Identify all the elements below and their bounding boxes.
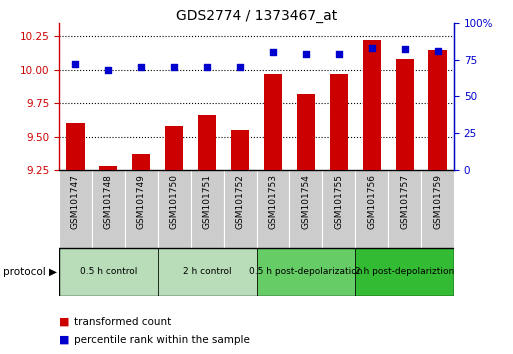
Text: protocol ▶: protocol ▶ — [3, 267, 56, 277]
Bar — [125, 170, 158, 248]
Point — [368, 45, 376, 51]
Text: GSM101754: GSM101754 — [301, 174, 310, 229]
Point — [203, 64, 211, 70]
Text: GSM101748: GSM101748 — [104, 174, 113, 229]
Bar — [158, 170, 191, 248]
Bar — [355, 248, 454, 296]
Text: GSM101752: GSM101752 — [235, 174, 245, 229]
Bar — [132, 154, 150, 170]
Text: ■: ■ — [59, 335, 69, 345]
Text: GSM101756: GSM101756 — [367, 174, 376, 229]
Text: GSM101755: GSM101755 — [334, 174, 343, 229]
Point — [302, 51, 310, 57]
Bar — [289, 170, 322, 248]
Point — [236, 64, 244, 70]
Bar — [256, 248, 355, 296]
Text: GSM101753: GSM101753 — [268, 174, 278, 229]
Bar — [297, 94, 315, 170]
Point — [71, 61, 80, 67]
Text: ■: ■ — [59, 317, 69, 327]
Bar — [428, 50, 447, 170]
Point — [401, 47, 409, 52]
Text: GSM101750: GSM101750 — [170, 174, 179, 229]
Bar — [66, 123, 85, 170]
Text: transformed count: transformed count — [74, 317, 172, 327]
Text: GSM101751: GSM101751 — [203, 174, 212, 229]
Bar — [363, 40, 381, 170]
Point — [269, 50, 277, 55]
Text: percentile rank within the sample: percentile rank within the sample — [74, 335, 250, 345]
Bar — [322, 170, 355, 248]
Text: GSM101759: GSM101759 — [433, 174, 442, 229]
Bar — [388, 170, 421, 248]
Bar — [264, 74, 282, 170]
Text: 0.5 h control: 0.5 h control — [80, 267, 137, 276]
Bar — [191, 170, 224, 248]
Point — [170, 64, 179, 70]
Bar — [355, 170, 388, 248]
Point — [433, 48, 442, 54]
Bar — [330, 74, 348, 170]
Bar — [158, 248, 256, 296]
Bar — [224, 170, 256, 248]
Point — [334, 51, 343, 57]
Text: GDS2774 / 1373467_at: GDS2774 / 1373467_at — [176, 9, 337, 23]
Bar — [256, 170, 289, 248]
Text: 2 h control: 2 h control — [183, 267, 231, 276]
Bar — [165, 126, 183, 170]
Bar — [59, 170, 92, 248]
Bar — [421, 170, 454, 248]
Bar — [100, 166, 117, 170]
Bar — [231, 130, 249, 170]
Bar — [92, 170, 125, 248]
Text: 2 h post-depolariztion: 2 h post-depolariztion — [355, 267, 454, 276]
Text: GSM101749: GSM101749 — [137, 174, 146, 229]
Bar — [198, 115, 216, 170]
Text: GSM101757: GSM101757 — [400, 174, 409, 229]
Bar — [396, 59, 413, 170]
Point — [137, 64, 145, 70]
Bar — [59, 248, 158, 296]
Text: 0.5 h post-depolarization: 0.5 h post-depolarization — [249, 267, 363, 276]
Text: GSM101747: GSM101747 — [71, 174, 80, 229]
Point — [104, 67, 112, 73]
